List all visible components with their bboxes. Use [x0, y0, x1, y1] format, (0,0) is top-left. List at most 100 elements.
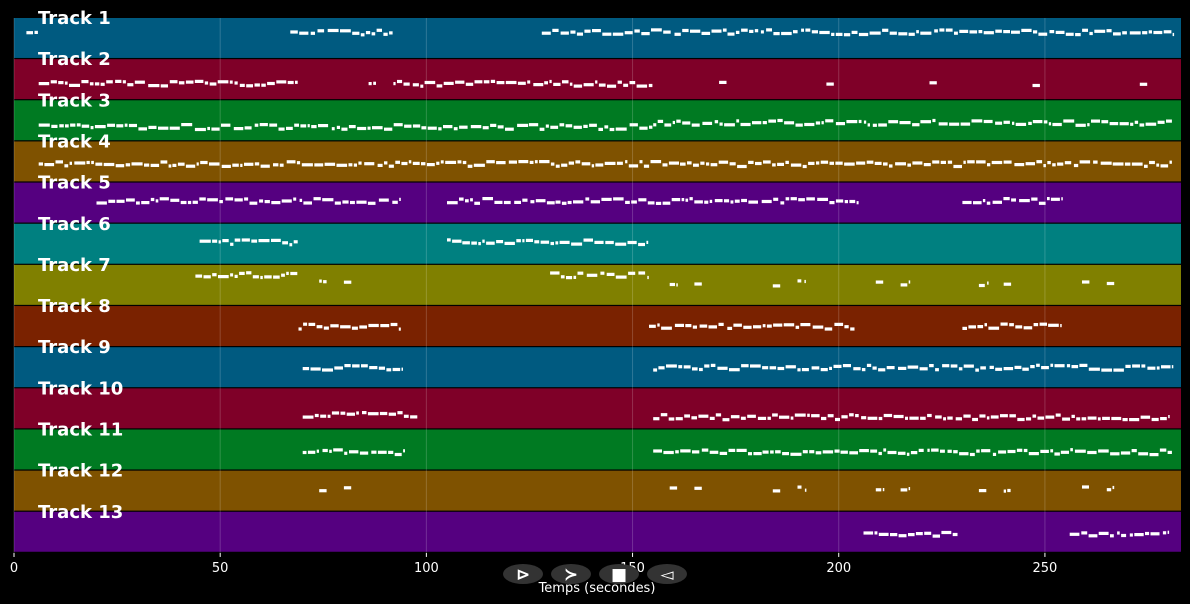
note: [1009, 414, 1016, 418]
note: [1003, 282, 1012, 286]
note: [561, 163, 568, 167]
note: [244, 197, 249, 201]
note: [983, 31, 994, 35]
note: [313, 197, 321, 201]
note: [323, 280, 327, 284]
note: [465, 199, 469, 203]
note: [694, 200, 703, 204]
note: [663, 450, 674, 455]
note: [1054, 452, 1060, 456]
stop-button[interactable]: ■: [599, 564, 639, 585]
rewind-icon: ◅: [660, 565, 674, 585]
note: [412, 124, 421, 128]
forward-button[interactable]: ≻: [551, 564, 591, 585]
note: [436, 84, 443, 88]
note: [1171, 365, 1174, 369]
note: [812, 325, 824, 329]
note: [1113, 32, 1121, 36]
note: [160, 84, 168, 88]
note: [727, 32, 735, 36]
note: [545, 124, 549, 128]
note: [986, 416, 990, 420]
note: [447, 238, 451, 242]
note: [552, 28, 559, 32]
note: [1139, 123, 1145, 127]
note: [264, 200, 270, 204]
x-tick-label: 100: [414, 561, 439, 576]
rewind-button[interactable]: ◅: [647, 564, 687, 585]
note: [729, 162, 736, 166]
note: [843, 33, 851, 37]
note: [804, 122, 815, 127]
note: [310, 367, 321, 371]
note: [293, 197, 297, 201]
note: [244, 126, 252, 130]
note: [1147, 366, 1156, 370]
note: [1015, 122, 1027, 126]
note: [650, 160, 662, 164]
note: [1022, 367, 1029, 371]
note: [872, 123, 877, 127]
note: [675, 417, 683, 421]
note: [801, 368, 809, 372]
note: [820, 160, 829, 164]
note: [327, 28, 339, 33]
note: [471, 241, 477, 245]
note: [969, 452, 975, 457]
note: [627, 240, 637, 245]
note: [692, 450, 700, 454]
note: [990, 415, 999, 419]
note-segment: [195, 271, 298, 280]
note: [360, 33, 365, 37]
note: [829, 161, 834, 165]
note: [711, 29, 722, 33]
note: [296, 161, 301, 165]
note: [772, 413, 778, 417]
note: [377, 450, 387, 454]
note: [831, 32, 835, 36]
note: [1050, 449, 1054, 453]
note: [1023, 326, 1033, 330]
note: [359, 451, 369, 455]
note: [797, 485, 802, 489]
note: [822, 450, 834, 454]
note: [989, 365, 994, 369]
note: [252, 275, 259, 279]
note: [601, 197, 612, 201]
track-label: Track 12: [38, 461, 123, 482]
note: [494, 200, 503, 204]
note-segment: [319, 489, 327, 493]
note: [613, 197, 624, 201]
note: [867, 123, 870, 127]
note: [1054, 364, 1065, 368]
note: [691, 416, 697, 420]
note-segment: [649, 322, 855, 331]
note: [1160, 417, 1167, 421]
note: [482, 239, 485, 243]
note: [155, 199, 159, 203]
note: [1039, 322, 1047, 326]
note: [217, 80, 229, 84]
note: [299, 198, 303, 202]
note: [412, 83, 419, 87]
note: [595, 163, 604, 167]
note: [367, 412, 379, 416]
note: [639, 126, 648, 130]
note: [234, 81, 238, 85]
note-segment: [38, 160, 1172, 169]
note: [664, 123, 672, 127]
note: [890, 533, 898, 537]
note-segment: [1003, 282, 1012, 286]
note: [150, 163, 160, 167]
note: [701, 31, 711, 35]
note: [81, 124, 90, 128]
note: [1050, 197, 1060, 201]
play-button[interactable]: ⊳: [503, 564, 543, 585]
note: [302, 450, 307, 455]
note: [1153, 30, 1163, 35]
note: [282, 241, 288, 245]
note: [196, 162, 199, 166]
note: [199, 197, 206, 201]
note: [1149, 160, 1155, 165]
note: [1129, 533, 1133, 537]
